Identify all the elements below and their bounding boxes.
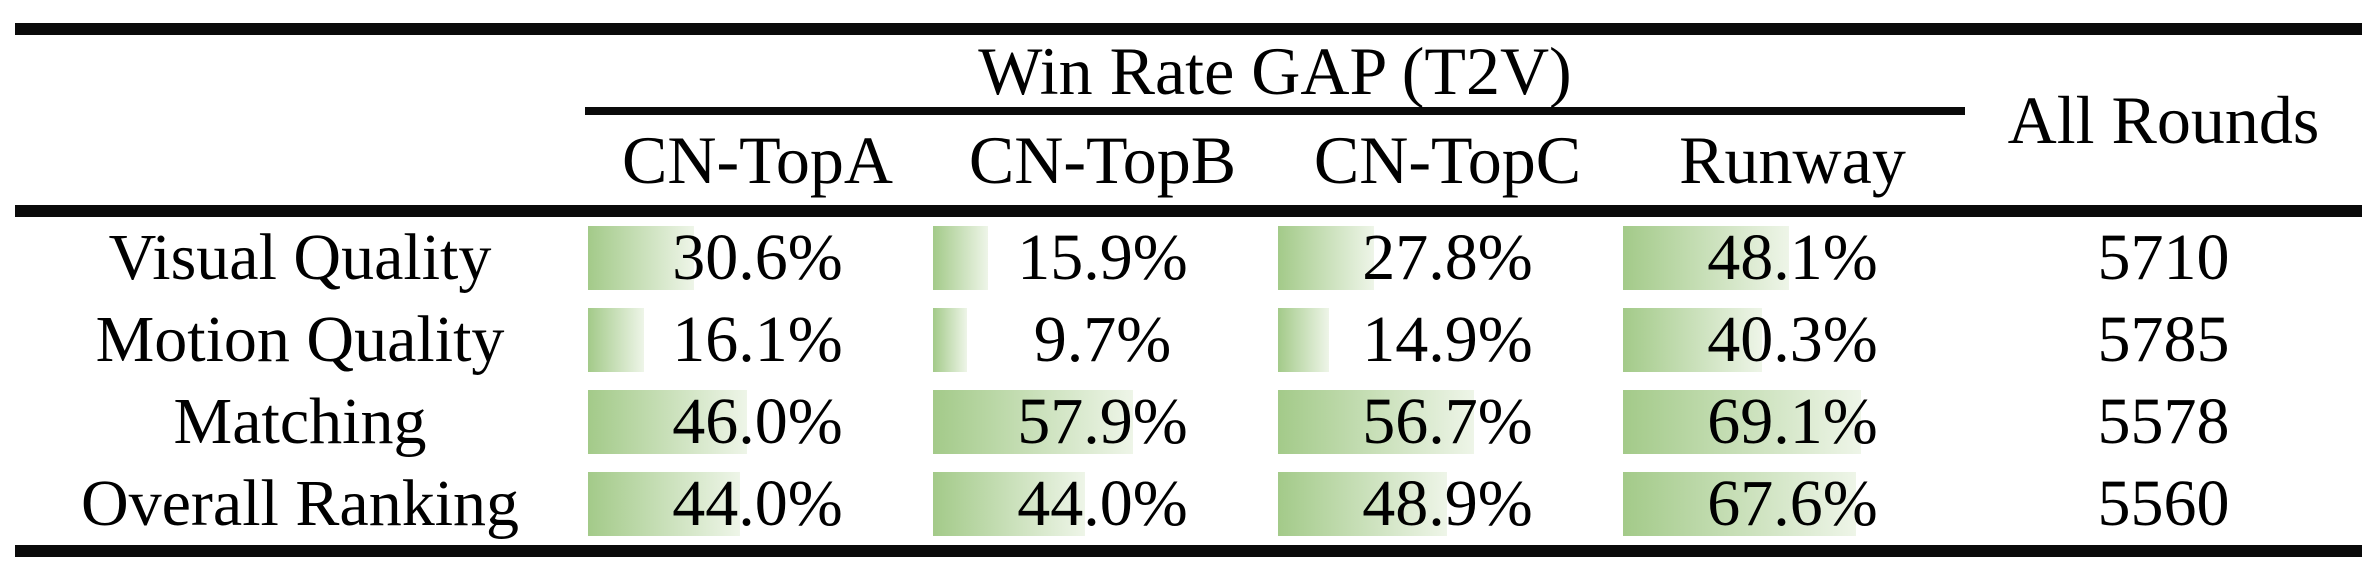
column-header-cn-topb: CN-TopB (968, 121, 1237, 198)
percent-value: 48.9% (1362, 467, 1533, 540)
percent-value: 14.9% (1362, 303, 1533, 376)
percent-value: 16.1% (672, 303, 843, 376)
data-bar (588, 226, 694, 290)
percent-value: 40.3% (1707, 303, 1878, 376)
column-header-all-rounds: All Rounds (2007, 81, 2320, 158)
data-bar (1623, 472, 1857, 536)
percent-value: 44.0% (672, 467, 843, 540)
table-body: Visual Quality 30.6% 15.9% 27.8% 48.1% 5… (15, 217, 2362, 545)
all-rounds-value: 5578 (2097, 385, 2230, 458)
header-empty-cell (15, 35, 585, 205)
row-label-visual-quality: Visual Quality (108, 221, 492, 294)
table-top-rule (15, 23, 2362, 35)
header-separator-rule (15, 205, 2362, 217)
table-cell: 56.7% (1275, 381, 1620, 463)
data-bar (1278, 472, 1447, 536)
column-header-cn-topa: CN-TopA (621, 121, 893, 198)
table-cell: 46.0% (585, 381, 930, 463)
all-rounds-value: 5710 (2097, 221, 2230, 294)
data-bar (933, 308, 967, 372)
all-rounds-value: 5785 (2097, 303, 2230, 376)
data-bar (933, 390, 1133, 454)
table-cell: 30.6% (585, 217, 930, 299)
row-label-motion-quality: Motion Quality (95, 303, 505, 376)
data-bar (588, 308, 644, 372)
percent-value: 46.0% (672, 385, 843, 458)
table-cell: 57.9% (930, 381, 1275, 463)
row-label-overall-ranking: Overall Ranking (80, 467, 520, 540)
table-cell: 48.1% (1620, 217, 1965, 299)
table-cell: 16.1% (585, 299, 930, 381)
table-cell: 14.9% (1275, 299, 1620, 381)
win-rate-table: Win Rate GAP (T2V) All Rounds CN-TopA CN… (15, 23, 2362, 557)
table-cell: 40.3% (1620, 299, 1965, 381)
table-header: Win Rate GAP (T2V) All Rounds CN-TopA CN… (15, 33, 2362, 205)
data-bar (1278, 390, 1474, 454)
all-rounds-value: 5560 (2097, 467, 2230, 540)
table-cell: 48.9% (1275, 463, 1620, 545)
percent-value: 56.7% (1362, 385, 1533, 458)
data-bar (933, 472, 1085, 536)
table-bottom-rule (15, 545, 2362, 557)
row-label-matching: Matching (173, 385, 427, 458)
data-bar (588, 472, 740, 536)
data-bar (1623, 390, 1862, 454)
table-cell: 15.9% (930, 217, 1275, 299)
percent-value: 30.6% (672, 221, 843, 294)
table-cell: 69.1% (1620, 381, 1965, 463)
percent-value: 44.0% (1017, 467, 1188, 540)
table-cell: 9.7% (930, 299, 1275, 381)
data-bar (1623, 308, 1762, 372)
percent-value: 69.1% (1707, 385, 1878, 458)
percent-value: 57.9% (1017, 385, 1188, 458)
data-bar (933, 226, 988, 290)
table-cell: 44.0% (585, 463, 930, 545)
percent-value: 15.9% (1017, 221, 1188, 294)
table-cell: 27.8% (1275, 217, 1620, 299)
data-bar (1623, 226, 1789, 290)
table-cell: 67.6% (1620, 463, 1965, 545)
table-cell: 44.0% (930, 463, 1275, 545)
percent-value: 9.7% (1033, 303, 1172, 376)
data-bar (588, 390, 747, 454)
percent-value: 48.1% (1707, 221, 1878, 294)
percent-value: 67.6% (1707, 467, 1878, 540)
data-bar (1278, 226, 1374, 290)
column-header-runway: Runway (1679, 121, 1906, 198)
column-header-cn-topc: CN-TopC (1313, 121, 1582, 198)
percent-value: 27.8% (1362, 221, 1533, 294)
data-bar (1278, 308, 1330, 372)
group-header-win-rate-gap: Win Rate GAP (T2V) (585, 33, 1965, 115)
